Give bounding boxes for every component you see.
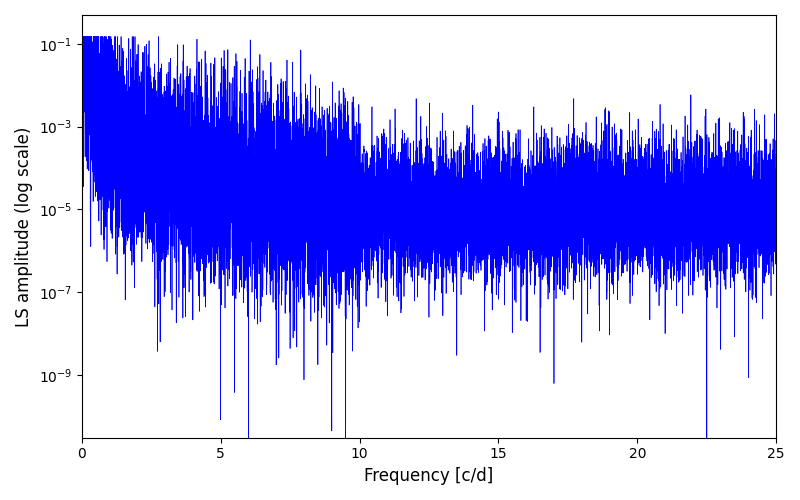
Y-axis label: LS amplitude (log scale): LS amplitude (log scale) [15,126,33,326]
X-axis label: Frequency [c/d]: Frequency [c/d] [364,467,494,485]
